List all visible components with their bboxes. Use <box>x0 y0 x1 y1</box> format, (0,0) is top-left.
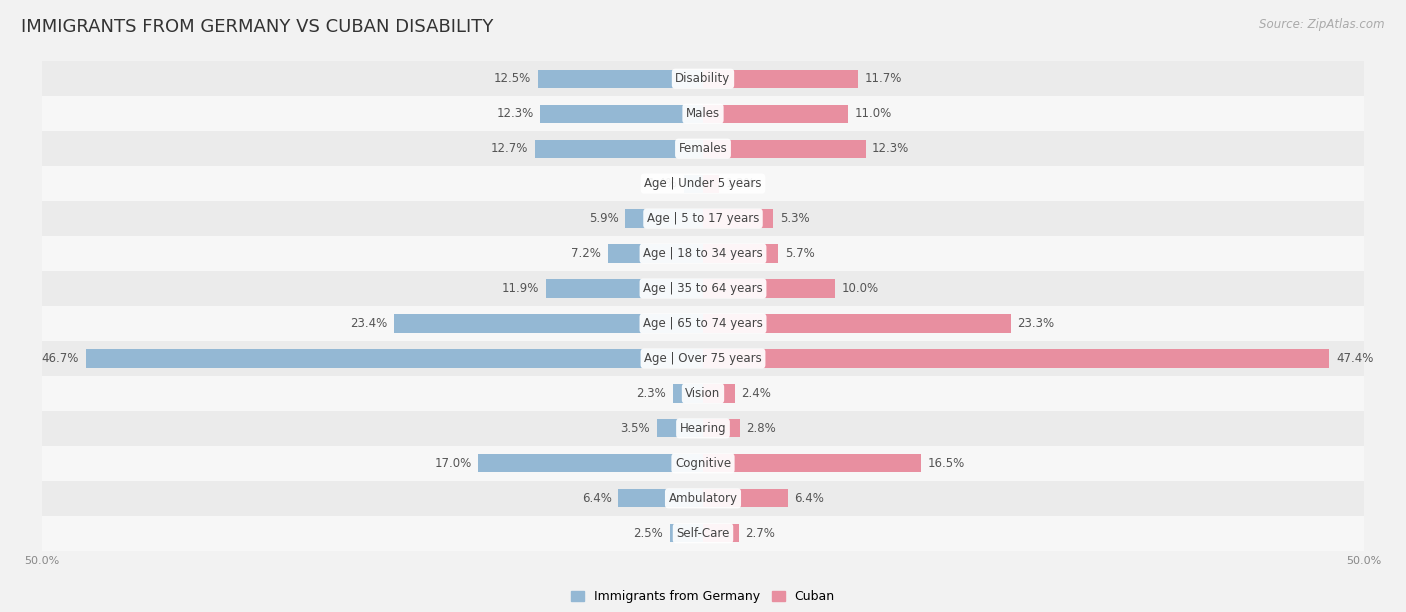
Text: 5.9%: 5.9% <box>589 212 619 225</box>
Bar <box>703 384 735 403</box>
Bar <box>42 376 1364 411</box>
Text: Self-Care: Self-Care <box>676 527 730 540</box>
Text: 12.3%: 12.3% <box>496 107 534 120</box>
Bar <box>626 209 703 228</box>
Bar <box>42 236 1364 271</box>
Bar <box>703 280 835 297</box>
Text: 5.7%: 5.7% <box>785 247 814 260</box>
Bar <box>619 489 703 507</box>
Bar <box>42 166 1364 201</box>
Bar <box>657 419 703 438</box>
Text: 5.3%: 5.3% <box>780 212 810 225</box>
Text: 12.3%: 12.3% <box>872 142 910 155</box>
Text: 11.9%: 11.9% <box>502 282 538 295</box>
Bar <box>703 105 848 123</box>
Bar <box>703 524 738 542</box>
Text: 23.3%: 23.3% <box>1018 317 1054 330</box>
Bar <box>86 349 703 368</box>
Text: Age | Under 5 years: Age | Under 5 years <box>644 177 762 190</box>
Text: 3.5%: 3.5% <box>620 422 650 435</box>
Text: Cognitive: Cognitive <box>675 457 731 470</box>
Text: 2.4%: 2.4% <box>741 387 772 400</box>
Text: Females: Females <box>679 142 727 155</box>
Text: 16.5%: 16.5% <box>928 457 965 470</box>
Text: 7.2%: 7.2% <box>571 247 602 260</box>
Text: Disability: Disability <box>675 72 731 85</box>
Text: 1.4%: 1.4% <box>648 177 678 190</box>
Text: 47.4%: 47.4% <box>1336 352 1374 365</box>
Text: Ambulatory: Ambulatory <box>668 492 738 505</box>
Text: 12.5%: 12.5% <box>494 72 531 85</box>
Bar <box>685 174 703 193</box>
Bar <box>42 306 1364 341</box>
Bar <box>703 489 787 507</box>
Bar <box>703 419 740 438</box>
Bar <box>703 70 858 88</box>
Text: Source: ZipAtlas.com: Source: ZipAtlas.com <box>1260 18 1385 31</box>
Bar <box>42 131 1364 166</box>
Bar <box>478 454 703 472</box>
Bar <box>703 209 773 228</box>
Text: 6.4%: 6.4% <box>582 492 612 505</box>
Bar <box>42 446 1364 481</box>
Text: 10.0%: 10.0% <box>842 282 879 295</box>
Bar <box>42 516 1364 551</box>
Bar <box>42 341 1364 376</box>
Bar <box>703 349 1330 368</box>
Bar <box>42 201 1364 236</box>
Bar <box>42 271 1364 306</box>
Text: 2.3%: 2.3% <box>637 387 666 400</box>
Text: Age | 65 to 74 years: Age | 65 to 74 years <box>643 317 763 330</box>
Bar <box>703 244 779 263</box>
Bar <box>607 244 703 263</box>
Text: 23.4%: 23.4% <box>350 317 387 330</box>
Bar <box>703 454 921 472</box>
Text: 11.0%: 11.0% <box>855 107 893 120</box>
Text: Vision: Vision <box>685 387 721 400</box>
Bar <box>546 280 703 297</box>
Bar <box>540 105 703 123</box>
Text: 2.5%: 2.5% <box>634 527 664 540</box>
Text: 1.2%: 1.2% <box>725 177 755 190</box>
Text: 17.0%: 17.0% <box>434 457 471 470</box>
Text: 6.4%: 6.4% <box>794 492 824 505</box>
Bar <box>42 61 1364 96</box>
Text: Hearing: Hearing <box>679 422 727 435</box>
Text: Age | Over 75 years: Age | Over 75 years <box>644 352 762 365</box>
Bar <box>42 96 1364 131</box>
Text: Age | 35 to 64 years: Age | 35 to 64 years <box>643 282 763 295</box>
Text: 12.7%: 12.7% <box>491 142 529 155</box>
Text: Males: Males <box>686 107 720 120</box>
Bar <box>703 315 1011 332</box>
Text: IMMIGRANTS FROM GERMANY VS CUBAN DISABILITY: IMMIGRANTS FROM GERMANY VS CUBAN DISABIL… <box>21 18 494 36</box>
Text: Age | 5 to 17 years: Age | 5 to 17 years <box>647 212 759 225</box>
Bar <box>537 70 703 88</box>
Bar <box>703 174 718 193</box>
Legend: Immigrants from Germany, Cuban: Immigrants from Germany, Cuban <box>567 585 839 608</box>
Bar <box>672 384 703 403</box>
Text: Age | 18 to 34 years: Age | 18 to 34 years <box>643 247 763 260</box>
Text: 11.7%: 11.7% <box>865 72 901 85</box>
Text: 2.8%: 2.8% <box>747 422 776 435</box>
Text: 46.7%: 46.7% <box>42 352 79 365</box>
Text: 2.7%: 2.7% <box>745 527 775 540</box>
Bar <box>536 140 703 158</box>
Bar <box>42 411 1364 446</box>
Bar <box>669 524 703 542</box>
Bar <box>394 315 703 332</box>
Bar <box>42 481 1364 516</box>
Bar <box>703 140 866 158</box>
